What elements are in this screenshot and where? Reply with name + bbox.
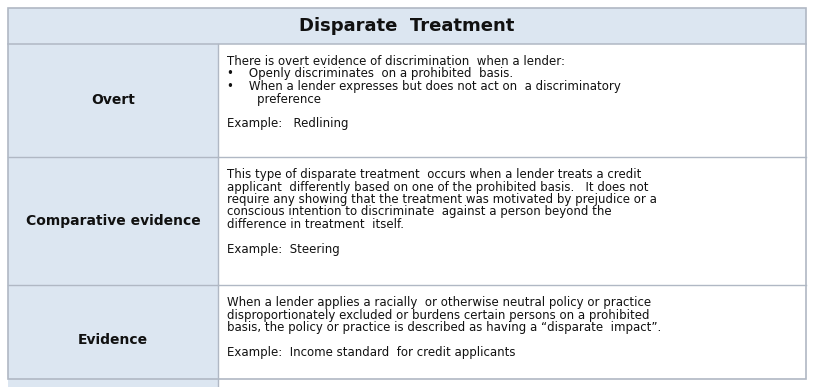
- Text: There is overt evidence of discrimination  when a lender:: There is overt evidence of discriminatio…: [227, 55, 565, 68]
- Text: Disparate  Treatment: Disparate Treatment: [300, 17, 514, 35]
- Bar: [218, 285, 806, 387]
- Text: disproportionately excluded or burdens certain persons on a prohibited: disproportionately excluded or burdens c…: [227, 308, 650, 322]
- Bar: [8, 157, 218, 285]
- Text: Example:  Steering: Example: Steering: [227, 243, 339, 256]
- Bar: [8, 8, 806, 44]
- Bar: [218, 157, 806, 285]
- Text: preference: preference: [227, 92, 321, 106]
- Text: applicant  differently based on one of the prohibited basis.   It does not: applicant differently based on one of th…: [227, 180, 649, 194]
- Text: Comparative evidence: Comparative evidence: [25, 214, 200, 228]
- Text: •    When a lender expresses but does not act on  a discriminatory: • When a lender expresses but does not a…: [227, 80, 621, 93]
- Bar: [8, 44, 218, 157]
- Text: Overt: Overt: [91, 94, 135, 108]
- Bar: [8, 285, 218, 387]
- Text: Example:  Income standard  for credit applicants: Example: Income standard for credit appl…: [227, 346, 515, 359]
- Text: When a lender applies a racially  or otherwise neutral policy or practice: When a lender applies a racially or othe…: [227, 296, 651, 309]
- Text: Evidence: Evidence: [78, 333, 148, 347]
- Text: This type of disparate treatment  occurs when a lender treats a credit: This type of disparate treatment occurs …: [227, 168, 641, 181]
- Text: difference in treatment  itself.: difference in treatment itself.: [227, 218, 404, 231]
- Text: conscious intention to discriminate  against a person beyond the: conscious intention to discriminate agai…: [227, 205, 611, 219]
- Text: require any showing that the treatment was motivated by prejudice or a: require any showing that the treatment w…: [227, 193, 657, 206]
- Bar: [218, 44, 806, 157]
- Text: •    Openly discriminates  on a prohibited  basis.: • Openly discriminates on a prohibited b…: [227, 67, 513, 80]
- Text: basis, the policy or practice is described as having a “disparate  impact”.: basis, the policy or practice is describ…: [227, 321, 661, 334]
- Text: Example:   Redlining: Example: Redlining: [227, 118, 348, 130]
